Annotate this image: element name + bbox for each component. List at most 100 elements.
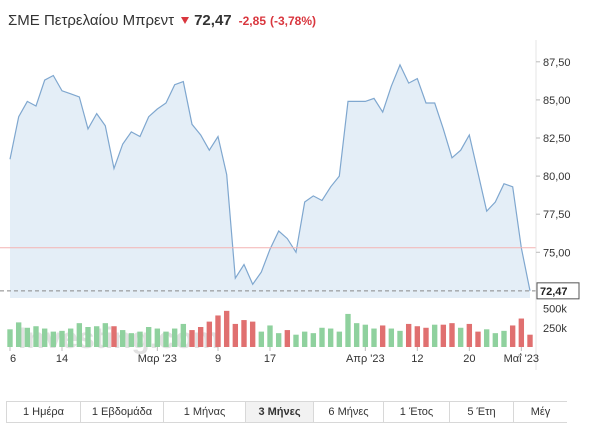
x-tick-label: 20 (463, 353, 475, 365)
tab-range-3[interactable]: 1 Μήνας (163, 401, 245, 423)
volume-bar (293, 334, 299, 347)
volume-bar (59, 330, 65, 347)
last-price: 72,47 (194, 12, 232, 29)
volume-bar (15, 322, 22, 347)
volume-layer (7, 310, 533, 347)
volume-bar (197, 327, 204, 347)
price-chart[interactable]: Investing.com 87,50 85,00 82,50 80,00 77,50 7… (0, 40, 600, 370)
volume-bar (180, 323, 187, 347)
volume-bar (388, 328, 395, 347)
volume-bar (414, 326, 421, 347)
y-tick-label: 87,50 (543, 57, 571, 69)
volume-bar (249, 321, 256, 347)
volume-bar (501, 330, 507, 347)
tab-range-1[interactable]: 1 Ημέρα (6, 401, 80, 423)
volume-bar (518, 318, 525, 347)
volume-bar (457, 327, 464, 347)
volume-bar (163, 331, 169, 347)
volume-bar (362, 324, 369, 347)
x-tick-label: 6 (10, 353, 16, 365)
volume-bar (371, 328, 377, 347)
y-tick-label: 80,00 (543, 171, 571, 183)
volume-bar (137, 331, 143, 347)
x-tick-label: 9 (215, 353, 221, 365)
volume-bar (223, 310, 230, 347)
x-tick-label: 17 (264, 353, 276, 365)
tab-range-4[interactable]: 3 Μήνες (245, 401, 313, 423)
volume-bar (258, 331, 265, 347)
volume-bar (215, 315, 221, 347)
volume-bar (405, 323, 412, 347)
volume-bar (189, 330, 195, 347)
tab-range-2[interactable]: 1 Εβδομάδα (80, 401, 163, 423)
x-tick-label: Μαΐ '23 (504, 353, 539, 365)
volume-bar (483, 329, 490, 347)
x-tick-label: Μαρ '23 (138, 353, 177, 365)
volume-bar (310, 333, 317, 347)
last-price-label: 72,47 (540, 286, 568, 298)
volume-bar (41, 328, 48, 347)
price-change-percent: (-3,78%) (270, 14, 317, 28)
x-tick-label: Απρ '23 (346, 353, 385, 365)
volume-bar (527, 334, 533, 347)
volume-bar (466, 323, 473, 347)
volume-tick-label: 500k (543, 304, 567, 316)
volume-bar (267, 325, 273, 347)
volume-bar (319, 327, 325, 347)
volume-tick-label: 250k (543, 323, 567, 335)
volume-bar (327, 328, 334, 347)
y-tick-label: 82,50 (543, 133, 571, 145)
last-price-box (536, 282, 580, 300)
chart-header: ΣΜΕ Πετρελαίου Μπρεντ 72,47 -2,85 (-3,78… (8, 12, 320, 34)
volume-bar (93, 326, 100, 347)
price-area-fill (10, 64, 530, 299)
volume-bar (76, 323, 83, 347)
volume-bar (336, 331, 343, 347)
volume-bar (345, 313, 351, 347)
volume-bar (492, 333, 499, 347)
volume-bar (171, 328, 178, 347)
volume-bar (397, 330, 403, 347)
volume-bar (431, 324, 438, 347)
price-series-line (9, 63, 531, 291)
tab-range-5[interactable]: 6 Μήνες (313, 401, 383, 423)
y-tick-label: 85,00 (543, 95, 571, 107)
down-arrow-icon (181, 17, 190, 24)
volume-bar (154, 328, 161, 347)
x-tick-label: 14 (56, 353, 68, 365)
volume-bar (50, 331, 57, 347)
volume-bar (475, 331, 481, 347)
volume-bar (119, 330, 126, 347)
volume-bar (24, 327, 31, 347)
y-tick-label: 75,00 (543, 247, 571, 259)
volume-bar (7, 329, 13, 347)
price-area-layer: Investing.com (0, 63, 536, 355)
instrument-title: ΣΜΕ Πετρελαίου Μπρεντ (8, 12, 175, 29)
tab-range-6[interactable]: 1 Έτος (383, 401, 449, 423)
volume-bar (145, 327, 152, 347)
volume-bar (206, 321, 213, 347)
volume-bar (509, 325, 516, 347)
volume-bar (275, 333, 282, 347)
volume-bar (33, 326, 39, 347)
time-range-tabs: 1 Ημέρα 1 Εβδομάδα 1 Μήνας 3 Μήνες 6 Μήνες 1 … (6, 401, 600, 425)
volume-bar (111, 326, 117, 347)
volume-bar (379, 325, 386, 347)
volume-bar (232, 323, 239, 347)
volume-bar (353, 323, 360, 347)
volume-bar (449, 323, 455, 347)
axis-layer: 87,50 85,00 82,50 80,00 77,50 75,00 72,47 500k 2… (9, 40, 580, 370)
tab-range-7[interactable]: 5 Έτη (449, 401, 513, 423)
x-tick-label: 12 (411, 353, 423, 365)
volume-bar (102, 323, 109, 347)
volume-bar (128, 333, 135, 347)
volume-bar (67, 328, 74, 347)
volume-bar (423, 327, 429, 347)
volume-bar (284, 330, 291, 347)
volume-bar (440, 324, 447, 347)
volume-bar (241, 320, 247, 347)
volume-bar (301, 331, 308, 347)
tab-range-8[interactable]: Μέγ (513, 401, 567, 423)
price-change: -2,85 (238, 14, 266, 28)
y-tick-label: 77,50 (543, 209, 571, 221)
